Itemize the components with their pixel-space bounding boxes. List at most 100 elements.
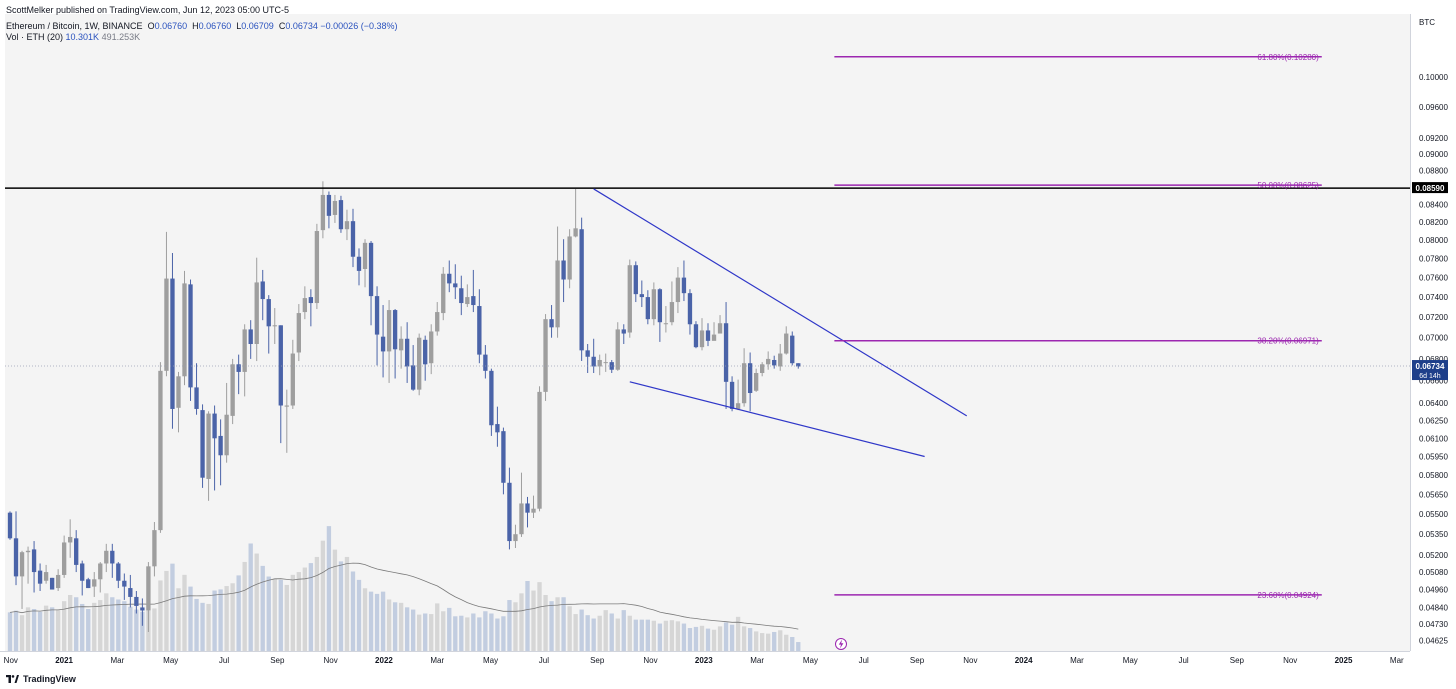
volume-bar: [537, 582, 542, 651]
candle-body: [49, 577, 55, 590]
candle-body: [741, 363, 747, 404]
time-tick-label: Jul: [859, 656, 869, 665]
volume-legend[interactable]: Vol · ETH (20) 10.301K 491.253K: [6, 32, 140, 42]
volume-bar: [182, 574, 187, 651]
lightning-icon[interactable]: [835, 638, 847, 650]
candle-body: [152, 530, 157, 567]
candle-body: [314, 231, 320, 304]
candle-body: [705, 330, 711, 341]
candle-body: [525, 503, 530, 513]
price-axis-background: [1410, 14, 1456, 651]
time-tick-label: Mar: [1390, 656, 1404, 665]
price-axis[interactable]: 0.10000 0.09600 0.09200 0.09000 0.08800 0.084…: [1419, 73, 1448, 646]
volume-bar: [501, 616, 506, 651]
price-tick-label: 0.06400: [1419, 399, 1448, 408]
candle-body: [423, 339, 428, 365]
volume-bar: [429, 614, 434, 651]
candle-body: [188, 284, 193, 388]
volume-bar: [188, 586, 193, 651]
volume-bar: [465, 617, 470, 651]
volume-bar: [495, 618, 500, 651]
candle-body: [176, 376, 181, 408]
candle-body: [681, 277, 687, 294]
candle-body: [766, 358, 771, 365]
candle-body: [567, 236, 572, 280]
volume-bar: [254, 553, 259, 651]
volume-bar: [483, 611, 488, 651]
ohlc-high: H0.06760: [192, 21, 232, 31]
candle-body: [134, 596, 139, 606]
time-tick-label: 2023: [695, 656, 713, 665]
time-tick-label: Mar: [750, 656, 764, 665]
volume-bar: [158, 580, 163, 651]
lower-trendline[interactable]: [629, 381, 925, 458]
candle-body: [513, 534, 518, 542]
candle-body: [104, 550, 109, 564]
volume-bar: [423, 613, 428, 651]
candle-body: [489, 370, 494, 426]
candle-body: [242, 329, 247, 372]
candle-body: [344, 221, 350, 230]
candle-body: [284, 405, 289, 407]
volume-bar: [152, 608, 157, 651]
candle-body: [790, 335, 795, 364]
candle-body: [796, 363, 801, 367]
volume-bar: [92, 602, 97, 651]
currency-label: BTC: [1419, 18, 1435, 27]
volume-bar: [675, 621, 681, 651]
candle-body: [374, 296, 380, 335]
volume-bar: [344, 556, 350, 651]
volume-bar: [729, 624, 735, 651]
volume-bar: [633, 619, 638, 651]
time-tick-label: Nov: [1283, 656, 1297, 665]
footer-brand[interactable]: TradingView: [6, 674, 76, 684]
volume-bar: [507, 600, 512, 651]
candle-body: [290, 353, 295, 406]
volume-bar: [19, 615, 25, 651]
volume-bar: [43, 605, 49, 651]
time-tick-label: May: [1123, 656, 1138, 665]
time-axis-background: [0, 651, 1456, 668]
fib-level-label: 38.20%(0.06971): [1257, 337, 1319, 346]
upper-trendline[interactable]: [593, 188, 968, 417]
price-tick-label: 0.04840: [1419, 603, 1448, 612]
candle-body: [158, 370, 163, 531]
volume-bar: [579, 609, 584, 651]
volume-bar: [645, 619, 651, 651]
volume-bar: [609, 613, 614, 651]
volume-bar: [140, 611, 145, 651]
time-axis[interactable]: Nov 2021 Mar May Jul Sep Nov 2022 Mar May Jul Sep No…: [4, 656, 1404, 665]
volume-bar: [98, 600, 103, 651]
candle-body: [651, 289, 657, 320]
volume-bar: [266, 576, 271, 651]
symbol-legend[interactable]: Ethereum / Bitcoin, 1W, BINANCE O0.06760…: [6, 21, 397, 31]
candle-body: [699, 330, 705, 348]
candle-body: [80, 563, 85, 581]
candle-body: [747, 363, 753, 394]
time-tick-label: 2022: [375, 656, 393, 665]
candle-body: [784, 333, 789, 354]
volume-bar: [778, 630, 783, 651]
candle-body: [164, 278, 169, 371]
candle-body: [260, 281, 265, 300]
candle-body: [495, 424, 500, 433]
candle-body: [573, 228, 578, 237]
volume-bar: [441, 611, 446, 651]
volume-bar: [230, 583, 235, 651]
candle-body: [465, 297, 470, 305]
time-tick-label: 2025: [1335, 656, 1353, 665]
volume-bar: [7, 612, 13, 651]
candle-body: [236, 364, 241, 372]
candle-body: [296, 313, 301, 353]
candle-body: [356, 256, 362, 271]
candle-body: [380, 336, 386, 352]
volume-bar: [784, 634, 789, 651]
volume-bar: [302, 567, 308, 651]
volume-bar: [790, 637, 795, 651]
volume-bar: [326, 526, 332, 651]
price-tick-label: 0.07000: [1419, 334, 1448, 343]
volume-bar: [164, 570, 169, 651]
candle-body: [206, 413, 211, 479]
symbol-name: Ethereum / Bitcoin, 1W, BINANCE: [6, 21, 143, 31]
